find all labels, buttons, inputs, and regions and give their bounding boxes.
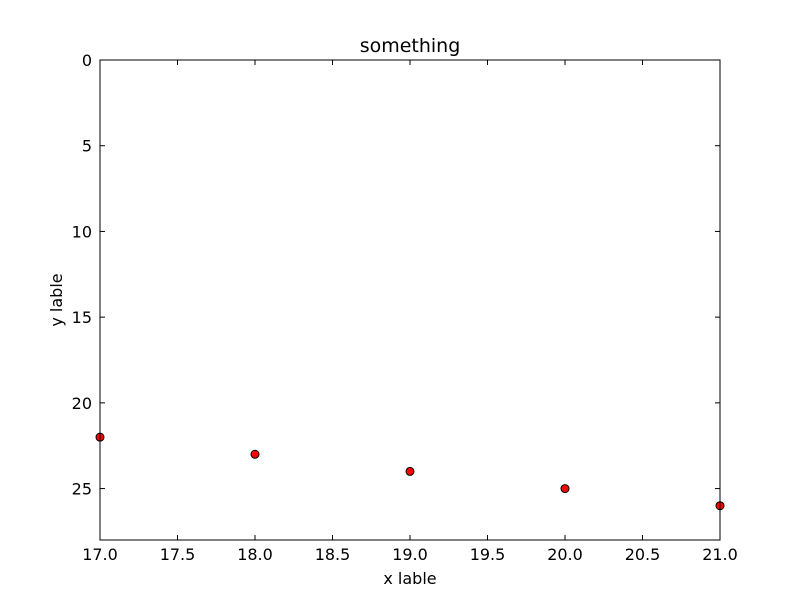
plot-frame <box>99 59 721 541</box>
x-axis-ticks: 17.0 17.5 18.0 18.5 19.0 19.5 20.0 20.5 21.0 <box>82 60 738 564</box>
y-tick-label: 0 <box>82 51 92 70</box>
y-axis-ticks: 0 5 10 15 20 25 <box>72 51 720 499</box>
x-tick-label: 17.5 <box>160 545 196 564</box>
x-axis-label: x lable <box>383 569 436 588</box>
y-tick-label: 15 <box>72 308 92 327</box>
data-point <box>560 484 570 494</box>
y-tick-label: 5 <box>82 137 92 156</box>
y-tick-label: 20 <box>72 394 92 413</box>
x-tick-label: 19.0 <box>392 545 428 564</box>
chart-title: something <box>360 35 461 57</box>
x-tick-label: 17.0 <box>82 545 118 564</box>
data-points <box>95 432 725 511</box>
x-tick-label: 18.0 <box>237 545 273 564</box>
y-tick-label: 10 <box>72 222 92 241</box>
data-point <box>405 466 415 476</box>
x-tick-label: 19.5 <box>470 545 506 564</box>
x-tick-label: 20.5 <box>625 545 661 564</box>
data-point <box>250 449 260 459</box>
x-tick-label: 20.0 <box>547 545 583 564</box>
y-axis-label: y lable <box>47 273 66 326</box>
x-tick-label: 21.0 <box>702 545 738 564</box>
y-tick-label: 25 <box>72 480 92 499</box>
x-tick-label: 18.5 <box>315 545 351 564</box>
